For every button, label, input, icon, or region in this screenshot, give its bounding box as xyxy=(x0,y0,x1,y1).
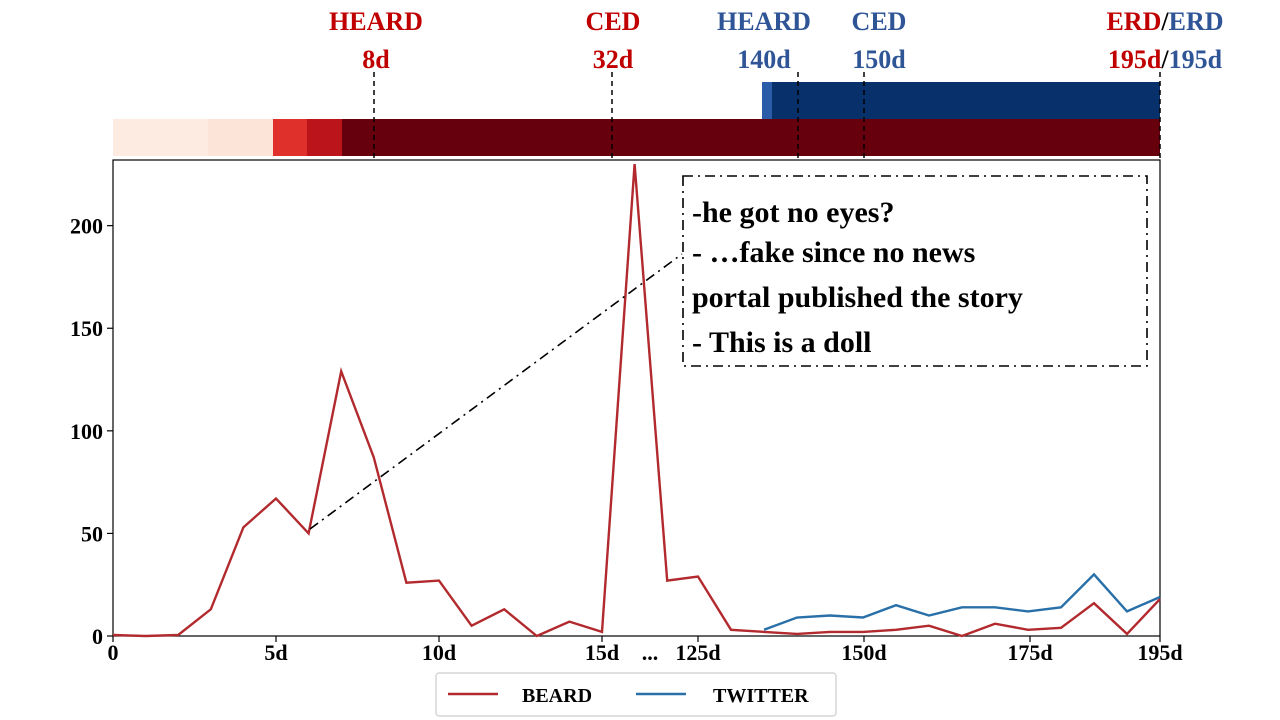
twitter-colorbar-segment xyxy=(762,82,772,119)
legend-twitter-label: TWITTER xyxy=(713,685,809,707)
heard-twitter-label-line-1: HEARD xyxy=(717,7,811,36)
annotation-line-2: - …fake since no news xyxy=(692,236,975,269)
x-tick-label: 10d xyxy=(422,640,456,665)
series-lines xyxy=(112,164,1161,638)
y-tick-label: 0 xyxy=(92,624,103,649)
event-marker-labels: HEARD 8d CED 32d HEARD 140d CED 150d ERD/ERD 195d… xyxy=(329,7,1223,74)
heard-beard-label-line-2: 8d xyxy=(362,45,390,74)
plot-frame xyxy=(112,159,1161,637)
event-marker-lines xyxy=(373,72,1161,159)
x-tick-label: 0 xyxy=(108,640,119,665)
beard-colorbar-segment xyxy=(307,119,342,156)
beard-colorbar-segment xyxy=(208,119,273,156)
legend: BEARD TWITTER xyxy=(435,672,837,717)
x-tick-label: 125d xyxy=(675,640,720,665)
ced-twitter-label-line-2: 150d xyxy=(852,45,906,74)
x-tick-label: 175d xyxy=(1007,640,1052,665)
twitter-series-line xyxy=(763,572,1161,631)
annotation-line-3: portal published the story xyxy=(692,281,1023,314)
x-tick-label: ... xyxy=(642,640,659,665)
y-tick-label: 150 xyxy=(70,316,103,341)
annotation-line-1: -he got no eyes? xyxy=(692,196,894,229)
x-tick-label: 150d xyxy=(841,640,886,665)
annotation-connector xyxy=(309,253,683,530)
y-tick-label: 50 xyxy=(81,521,103,546)
heard-twitter-label-line-2: 140d xyxy=(737,45,791,74)
heard-beard-label-line-1: HEARD xyxy=(329,7,423,36)
x-tick-label: 15d xyxy=(585,640,619,665)
beard-colorbar-segment xyxy=(113,119,208,156)
ced-beard-label-line-2: 32d xyxy=(593,45,634,74)
ced-beard-label-line-1: CED xyxy=(586,7,641,36)
beard-series-line xyxy=(112,164,1161,638)
ced-twitter-label-line-1: CED xyxy=(852,7,907,36)
y-tick-label: 100 xyxy=(70,419,103,444)
erd-both-label-line-2: 195d/195d xyxy=(1108,45,1223,74)
x-tick-label: 5d xyxy=(264,640,287,665)
annotation-box: -he got no eyes? - …fake since no news p… xyxy=(682,175,1148,367)
x-axis: 0 5d 10d 15d... 125d 150d 175d 195d xyxy=(108,636,1183,665)
erd-both-label-line-1: ERD/ERD xyxy=(1106,7,1223,36)
y-axis: 0 50 100 150 200 xyxy=(70,214,113,649)
annotation-line-4: - This is a doll xyxy=(692,326,872,359)
legend-beard-label: BEARD xyxy=(522,685,592,707)
beard-colorbar-segment xyxy=(273,119,307,156)
y-tick-label: 200 xyxy=(70,214,103,239)
twitter-colorbar-segment xyxy=(772,82,1160,119)
x-tick-label: 195d xyxy=(1137,640,1182,665)
beard-colorbar-segment xyxy=(342,119,1160,156)
timeline-colorbars xyxy=(113,82,1160,156)
